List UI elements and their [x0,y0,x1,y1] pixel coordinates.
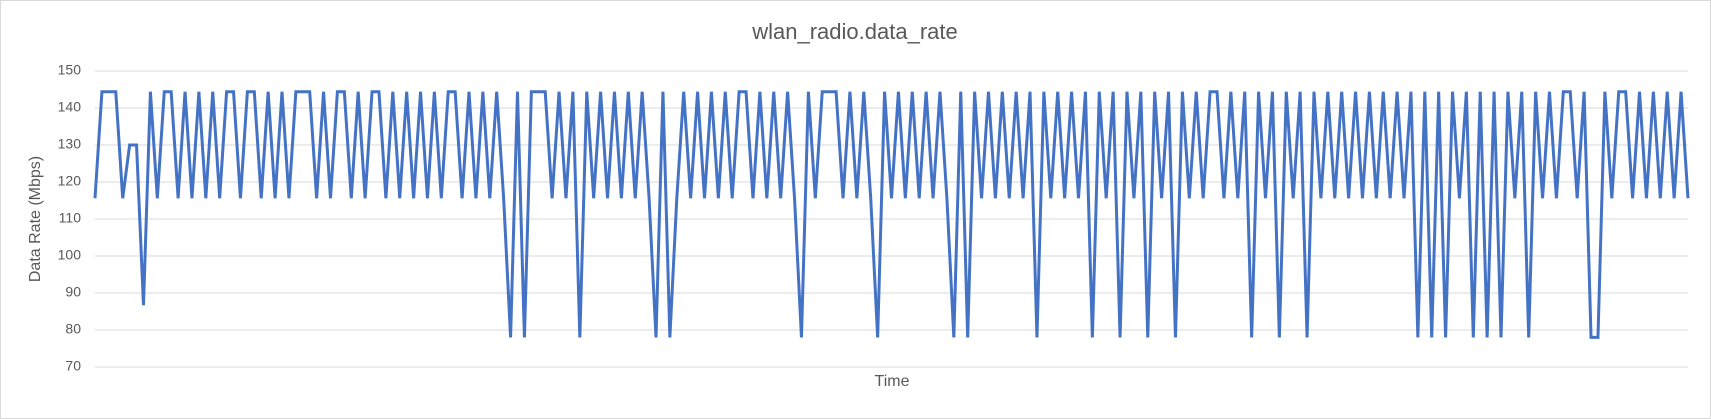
x-axis-label: Time [875,373,910,390]
y-tick-label: 150 [58,62,82,78]
y-tick-label: 140 [58,99,82,115]
y-tick-label: 130 [58,136,82,152]
data-line [93,90,1690,339]
y-tick-label: 110 [59,210,82,226]
y-tick-label: 90 [65,284,81,300]
y-tick-label: 100 [58,247,82,263]
y-tick-label: 70 [65,358,81,374]
y-tick-label: 80 [65,321,81,337]
chart-title: wlan_radio.data_rate [751,19,957,44]
y-axis-label: Data Rate (Mbps) [27,156,44,282]
y-tick-label: 120 [58,173,82,189]
